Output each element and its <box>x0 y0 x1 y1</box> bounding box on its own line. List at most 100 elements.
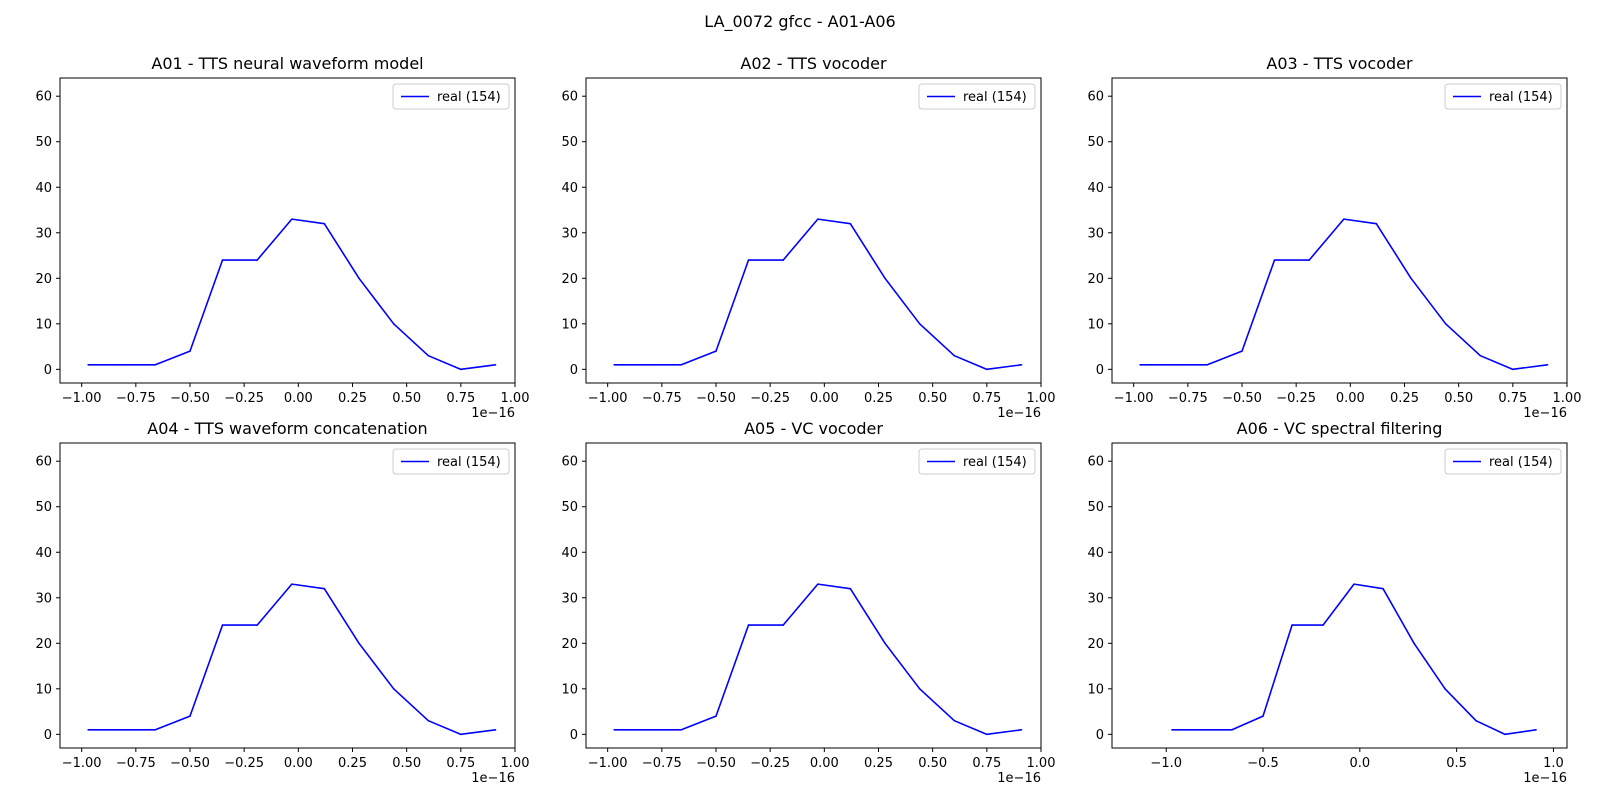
x-tick-label: −0.25 <box>1276 391 1316 406</box>
x-scale-label: 1e−16 <box>471 771 515 786</box>
x-tick-label: −1.0 <box>1150 756 1182 771</box>
x-tick-label: −0.75 <box>642 756 682 771</box>
x-tick-label: 0.00 <box>1336 391 1365 406</box>
data-point <box>648 728 650 731</box>
data-point <box>1174 363 1176 366</box>
y-tick-label: 20 <box>1087 637 1104 652</box>
data-point <box>221 259 224 261</box>
axes-frame <box>59 442 516 749</box>
data-point <box>494 363 497 366</box>
data-point <box>392 323 395 325</box>
data-point <box>460 368 462 371</box>
data-point <box>1322 624 1324 626</box>
data-point <box>1291 624 1293 626</box>
x-tick-label: 1.00 <box>1027 391 1056 406</box>
y-tick-label: 40 <box>35 546 52 561</box>
axes-frame <box>59 77 516 384</box>
data-point <box>1308 259 1310 261</box>
legend-box <box>1444 448 1562 475</box>
subplot-title: A01 - TTS neural waveform model <box>151 54 423 73</box>
y-tick-label: 30 <box>35 226 52 241</box>
legend-box <box>1444 83 1562 110</box>
axes-frame <box>585 77 1042 384</box>
data-point <box>817 583 819 585</box>
y-tick-label: 50 <box>561 500 578 515</box>
data-point <box>1444 323 1447 325</box>
legend-box <box>392 448 510 475</box>
x-tick-label: −0.25 <box>750 391 790 406</box>
data-point <box>715 715 717 717</box>
axes-frame <box>1111 442 1568 749</box>
x-scale-label: 1e−16 <box>471 406 515 421</box>
x-tick-label: −0.50 <box>696 756 736 771</box>
data-point <box>1020 363 1023 366</box>
y-tick-label: 60 <box>561 455 578 470</box>
data-point <box>918 688 921 690</box>
x-tick-label: 0.50 <box>1444 391 1473 406</box>
y-tick-label: 40 <box>35 181 52 196</box>
x-tick-label: −0.25 <box>750 756 790 771</box>
data-point <box>323 222 326 225</box>
data-point <box>1262 715 1264 717</box>
data-point <box>1410 277 1412 280</box>
data-point <box>122 728 124 731</box>
subplot-3: A03 - TTS vocoder 0 10 20 30 40 50 60 −1.00 −0.75… <box>1087 54 1581 421</box>
data-point <box>1546 363 1549 366</box>
data-point <box>747 624 750 626</box>
x-tick-label: −1.00 <box>588 756 628 771</box>
x-tick-label: 0.25 <box>864 756 893 771</box>
series-line <box>88 218 496 371</box>
data-point <box>613 363 615 366</box>
subplot-title: A04 - TTS waveform concatenation <box>147 419 427 438</box>
subplot-1: A01 - TTS neural waveform model 0 10 20 30 40… <box>35 54 529 421</box>
data-point <box>221 624 224 626</box>
axes-frame <box>1111 77 1568 384</box>
data-point <box>1479 354 1482 357</box>
x-scale-label: 1e−16 <box>1523 406 1567 421</box>
data-point <box>392 688 395 690</box>
y-tick-label: 30 <box>561 591 578 606</box>
x-tick-label: 0.00 <box>810 756 839 771</box>
x-scale-label: 1e−16 <box>1523 771 1567 786</box>
data-point <box>680 363 683 366</box>
data-point <box>256 259 258 261</box>
x-tick-label: −0.75 <box>642 391 682 406</box>
legend-label: real (154) <box>437 90 501 105</box>
y-tick-label: 10 <box>35 317 52 332</box>
series-line <box>1172 583 1537 736</box>
series-line <box>1140 218 1548 371</box>
y-tick-label: 60 <box>561 90 578 105</box>
data-point <box>613 728 615 731</box>
y-tick-label: 50 <box>1087 135 1104 150</box>
x-tick-label: 0.50 <box>918 756 947 771</box>
data-point <box>782 259 784 261</box>
x-tick-label: 0.25 <box>864 391 893 406</box>
y-tick-label: 0 <box>1096 363 1104 378</box>
y-tick-label: 20 <box>35 272 52 287</box>
data-point <box>87 728 89 731</box>
legend-box <box>918 448 1036 475</box>
data-point <box>648 363 650 366</box>
y-tick-label: 0 <box>44 728 52 743</box>
y-tick-label: 40 <box>561 181 578 196</box>
y-tick-label: 60 <box>35 455 52 470</box>
legend-label: real (154) <box>1489 90 1553 105</box>
y-tick-label: 40 <box>1087 181 1104 196</box>
data-point <box>986 733 988 736</box>
y-tick-label: 20 <box>561 637 578 652</box>
data-point <box>680 728 683 731</box>
legend-label: real (154) <box>963 455 1027 470</box>
data-point <box>1139 363 1141 366</box>
data-point <box>291 583 293 585</box>
series-line <box>614 218 1022 371</box>
data-point <box>747 259 750 261</box>
data-point <box>256 624 258 626</box>
data-point <box>189 715 191 717</box>
subplot-title: A03 - TTS vocoder <box>1266 54 1413 73</box>
data-point <box>1241 350 1243 352</box>
data-point <box>122 363 124 366</box>
x-tick-label: 1.00 <box>1553 391 1582 406</box>
data-point <box>87 363 89 366</box>
